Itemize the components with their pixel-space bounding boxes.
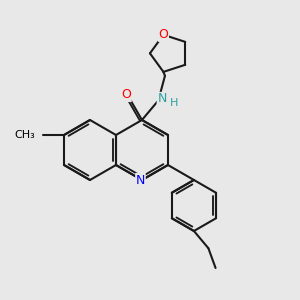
Text: H: H	[170, 98, 178, 108]
Text: CH₃: CH₃	[15, 130, 35, 140]
Text: O: O	[121, 88, 131, 101]
Text: O: O	[158, 28, 168, 41]
Text: N: N	[157, 92, 167, 106]
Text: N: N	[136, 173, 145, 187]
